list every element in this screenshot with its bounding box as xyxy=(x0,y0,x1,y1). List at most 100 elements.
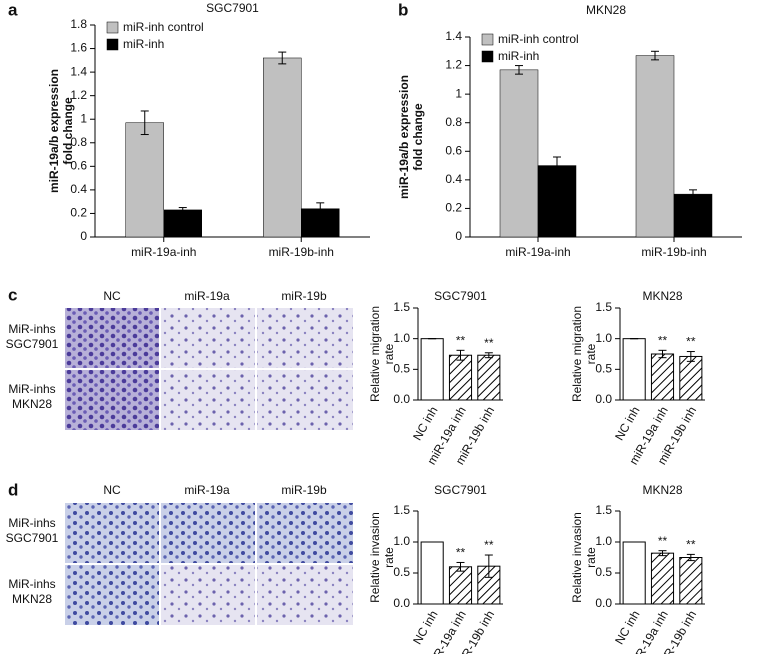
row-label: MKN28 xyxy=(12,592,52,606)
significance-label: ** xyxy=(456,333,466,347)
row-label: SGC7901 xyxy=(6,531,59,545)
x-tick-label: NC inh xyxy=(612,404,642,443)
image-grid: NC miR-19a miR-19b MiR-inhs SGC7901 MiR-… xyxy=(6,289,353,430)
bar xyxy=(622,338,646,401)
chart-title: SGC7901 xyxy=(434,289,487,303)
legend-label: miR-inh control xyxy=(123,20,204,34)
chart-title: SGC7901 xyxy=(434,483,487,497)
micrograph xyxy=(161,565,255,625)
panel-label: b xyxy=(398,0,408,19)
y-tick-label: 1.4 xyxy=(70,64,87,78)
micrograph xyxy=(257,308,353,368)
y-tick-label: 0.2 xyxy=(70,206,87,220)
y-axis-label: miR-19a/b expression xyxy=(47,69,61,193)
significance-label: ** xyxy=(658,333,668,347)
y-tick-label: 0.8 xyxy=(70,135,87,149)
legend-swatch xyxy=(481,33,494,46)
legend-swatch xyxy=(481,50,494,63)
y-tick-label: 1.5 xyxy=(393,300,410,314)
micrograph xyxy=(257,503,353,563)
y-axis-label: Relative migration xyxy=(368,306,382,402)
legend-swatch xyxy=(106,38,119,51)
row-label: MiR-inhs xyxy=(8,516,55,530)
row-label: MKN28 xyxy=(12,397,52,411)
column-label: miR-19a xyxy=(184,289,230,303)
row-label: MiR-inhs xyxy=(8,322,55,336)
significance-label: ** xyxy=(686,538,696,552)
y-axis-label: Relative migration xyxy=(570,306,584,402)
micrograph xyxy=(65,503,159,563)
image-grid: NC miR-19a miR-19b MiR-inhs SGC7901 MiR-… xyxy=(6,483,353,625)
micrograph xyxy=(257,565,353,625)
significance-label: ** xyxy=(658,534,668,548)
y-tick-label: 1.8 xyxy=(70,17,87,31)
significance-label: ** xyxy=(686,335,696,349)
significance-label: ** xyxy=(484,538,494,552)
y-tick-label: 0.0 xyxy=(393,392,410,406)
legend-label: miR-inh xyxy=(123,37,164,51)
y-axis-label: miR-19a/b expression xyxy=(397,75,411,199)
bar xyxy=(477,354,501,401)
y-tick-label: 1.0 xyxy=(595,534,612,548)
x-tick-label: miR-19b-inh xyxy=(641,245,706,259)
column-label: NC xyxy=(103,483,121,497)
chart-title: SGC7901 xyxy=(206,1,259,15)
y-tick-label: 1.0 xyxy=(393,534,410,548)
y-tick-label: 1.0 xyxy=(393,331,410,345)
legend-label: miR-inh control xyxy=(498,32,579,46)
y-axis-label: rate xyxy=(584,547,598,568)
y-tick-label: 0.0 xyxy=(595,392,612,406)
micrograph xyxy=(65,308,159,368)
bar xyxy=(537,165,577,238)
y-tick-label: 1.0 xyxy=(595,331,612,345)
y-tick-label: 0.8 xyxy=(445,115,462,129)
column-label: miR-19b xyxy=(281,289,327,303)
y-tick-label: 0.4 xyxy=(70,182,87,196)
y-tick-label: 1.2 xyxy=(70,88,87,102)
y-tick-label: 0.5 xyxy=(595,565,612,579)
y-axis-label: rate xyxy=(382,343,396,364)
column-label: miR-19b xyxy=(281,483,327,497)
bar xyxy=(420,338,444,401)
y-tick-label: 1 xyxy=(80,111,87,125)
row-label: SGC7901 xyxy=(6,337,59,351)
y-tick-label: 1 xyxy=(455,86,462,100)
y-tick-label: 0 xyxy=(455,229,462,243)
bar xyxy=(448,566,473,605)
significance-label: ** xyxy=(456,546,466,560)
x-tick-label: NC inh xyxy=(410,404,440,443)
bar xyxy=(499,69,539,238)
micrograph xyxy=(161,503,255,563)
bar xyxy=(650,353,675,401)
significance-label: ** xyxy=(484,336,494,350)
y-tick-label: 0.0 xyxy=(595,596,612,610)
bar xyxy=(679,557,703,605)
legend-swatch xyxy=(106,21,119,34)
micrograph xyxy=(161,370,255,430)
panel-label: d xyxy=(8,480,18,499)
row-label: MiR-inhs xyxy=(8,577,55,591)
y-axis-label: fold change xyxy=(411,103,425,171)
y-tick-label: 1.5 xyxy=(595,300,612,314)
column-label: NC xyxy=(103,289,121,303)
bar xyxy=(635,55,675,238)
y-tick-label: 0.6 xyxy=(70,159,87,173)
x-tick-label: miR-19a-inh xyxy=(131,245,196,259)
y-axis-label: Relative invasion xyxy=(570,512,584,603)
micrograph xyxy=(161,308,255,368)
bar xyxy=(125,122,164,238)
column-label: miR-19a xyxy=(184,483,230,497)
bar xyxy=(448,354,473,401)
y-axis-label: rate xyxy=(584,343,598,364)
y-tick-label: 0.0 xyxy=(393,596,410,610)
bar xyxy=(650,552,675,605)
bar xyxy=(622,541,646,605)
y-tick-label: 1.6 xyxy=(70,41,87,55)
legend-label: miR-inh xyxy=(498,49,539,63)
panel-label: a xyxy=(8,0,18,19)
panel-label: c xyxy=(8,285,17,304)
chart-title: MKN28 xyxy=(642,483,682,497)
micrograph xyxy=(257,370,353,430)
bar xyxy=(679,355,703,401)
